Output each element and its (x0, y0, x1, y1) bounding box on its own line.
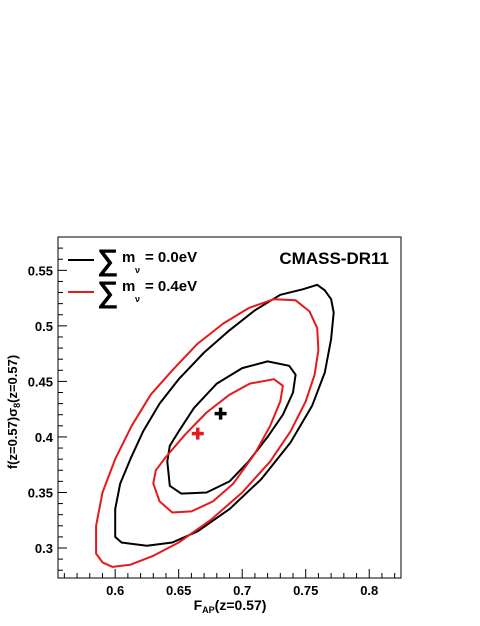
y-tick-label: 0.45 (28, 374, 53, 389)
legend-value-0: = 0.0eV (145, 249, 197, 266)
contour-series-1-2-sigma (95, 298, 320, 568)
legend-entry-1: ∑ m ν = 0.4eV (68, 276, 197, 309)
y-tick-label: 0.4 (35, 430, 54, 445)
best-fit-marker-1 (191, 427, 204, 440)
legend-sub-1: ν (135, 294, 140, 304)
chart-title: CMASS-DR11 (279, 249, 389, 268)
contour-series-0-1-sigma (166, 360, 297, 495)
contour-series-1-1-sigma (152, 378, 284, 514)
x-axis-label-sub: AP (202, 605, 215, 615)
x-axis-label: FAP(z=0.57) (194, 597, 267, 615)
best-fit-markers (191, 407, 227, 440)
y-tick-label: 0.35 (28, 485, 53, 500)
svg-text:FAP(z=0.57): FAP(z=0.57) (194, 597, 267, 615)
best-fit-marker-0 (214, 407, 227, 420)
y-axis-label-sub: 8 (12, 403, 22, 408)
legend-sub-0: ν (135, 265, 140, 275)
y-axis-label: f(z=0.57)σ8(z=0.57) (5, 355, 22, 469)
y-axis-ticks: 0.3 0.35 0.4 0.45 0.5 0.55 (28, 236, 67, 571)
x-tick-label: 0.6 (106, 583, 124, 598)
y-tick-label: 0.55 (28, 263, 53, 278)
y-axis-label-part1: f(z=0.57)σ (5, 408, 20, 469)
y-tick-label: 0.5 (35, 319, 53, 334)
x-tick-label: 0.8 (360, 583, 378, 598)
legend-sum-symbol-0: ∑ (97, 244, 118, 277)
legend: ∑ m ν = 0.0eV ∑ m ν = 0.4eV (68, 244, 197, 309)
legend-sum-symbol-1: ∑ (97, 276, 118, 309)
legend-entry-0: ∑ m ν = 0.0eV (68, 244, 197, 277)
y-tick-label: 0.3 (35, 541, 53, 556)
contour-series-0-2-sigma (114, 283, 335, 547)
svg-text:f(z=0.57)σ8(z=0.57): f(z=0.57)σ8(z=0.57) (5, 355, 22, 469)
contours-layer (95, 283, 335, 568)
legend-prefix-0: m (122, 249, 135, 266)
legend-value-1: = 0.4eV (145, 278, 197, 295)
x-axis-label-rest: (z=0.57) (215, 597, 267, 613)
x-axis-ticks: 0.6 0.65 0.7 0.75 0.8 (63, 569, 396, 598)
x-axis-label-main: F (194, 597, 203, 613)
x-tick-label: 0.65 (166, 583, 191, 598)
x-tick-label: 0.7 (233, 583, 251, 598)
legend-prefix-1: m (122, 278, 135, 295)
y-axis-label-part2: (z=0.57) (5, 355, 20, 403)
x-tick-label: 0.75 (293, 583, 318, 598)
